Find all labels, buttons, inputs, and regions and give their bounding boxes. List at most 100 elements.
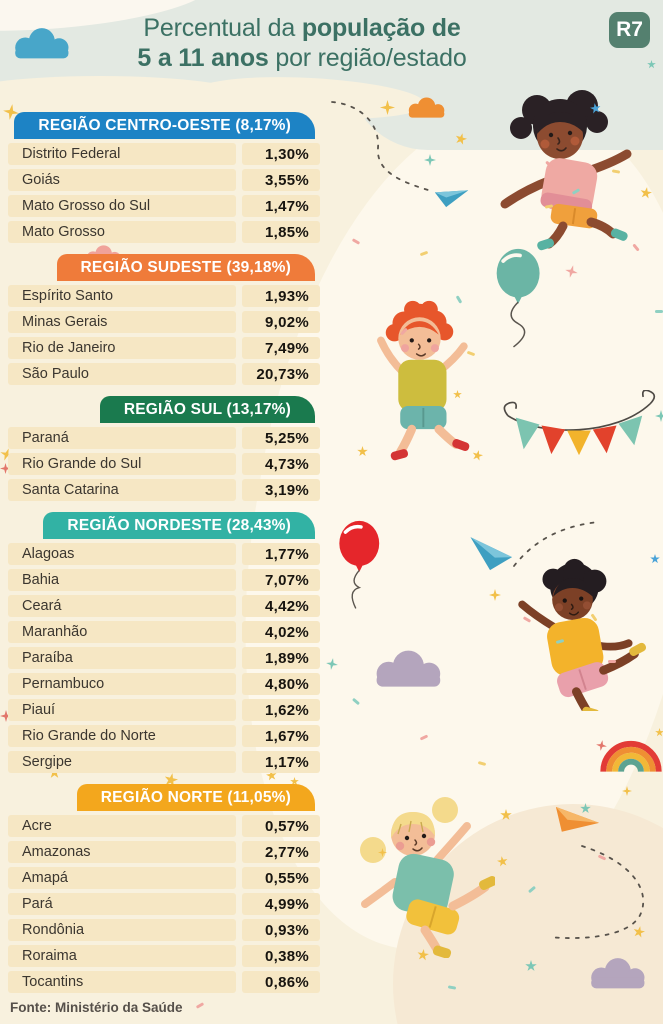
state-value-cell: 3,19%: [242, 479, 320, 501]
table-row: São Paulo 20,73%: [8, 363, 320, 385]
region-table: REGIÃO SUL (13,17%) Paraná 5,25% Rio Grande…: [8, 396, 320, 501]
table-row: Mato Grosso do Sul 1,47%: [8, 195, 320, 217]
state-name-cell: Pernambuco: [8, 673, 236, 695]
table-row: Amazonas 2,77%: [8, 841, 320, 863]
state-value-cell: 1,47%: [242, 195, 320, 217]
table-row: Ceará 4,42%: [8, 595, 320, 617]
state-name-cell: Acre: [8, 815, 236, 837]
state-value-cell: 1,85%: [242, 221, 320, 243]
state-value-cell: 2,77%: [242, 841, 320, 863]
title-line2-bold: 5 a 11 anos: [137, 44, 269, 72]
state-value-cell: 1,67%: [242, 725, 320, 747]
state-value-cell: 7,07%: [242, 569, 320, 591]
state-name-cell: Sergipe: [8, 751, 236, 773]
state-value-cell: 7,49%: [242, 337, 320, 359]
page-title: Percentual da população de 5 a 11 anos p…: [92, 13, 512, 73]
table-row: Piauí 1,62%: [8, 699, 320, 721]
state-value-cell: 20,73%: [242, 363, 320, 385]
state-name-cell: Paraná: [8, 427, 236, 449]
region-table: REGIÃO CENTRO-OESTE (8,17%) Distrito Fede…: [8, 112, 320, 243]
state-name-cell: Amazonas: [8, 841, 236, 863]
table-row: Mato Grosso 1,85%: [8, 221, 320, 243]
table-row: Roraima 0,38%: [8, 945, 320, 967]
state-name-cell: Piauí: [8, 699, 236, 721]
state-name-cell: Espírito Santo: [8, 285, 236, 307]
source-note: Fonte: Ministério da Saúde: [10, 1000, 183, 1015]
table-row: Rondônia 0,93%: [8, 919, 320, 941]
table-row: Acre 0,57%: [8, 815, 320, 837]
table-row: Alagoas 1,77%: [8, 543, 320, 565]
state-value-cell: 1,17%: [242, 751, 320, 773]
state-value-cell: 1,62%: [242, 699, 320, 721]
table-row: Minas Gerais 9,02%: [8, 311, 320, 333]
state-name-cell: Bahia: [8, 569, 236, 591]
table-row: Tocantins 0,86%: [8, 971, 320, 993]
table-row: Paraíba 1,89%: [8, 647, 320, 669]
state-name-cell: Goiás: [8, 169, 236, 191]
state-value-cell: 3,55%: [242, 169, 320, 191]
table-row: Rio Grande do Norte 1,67%: [8, 725, 320, 747]
state-value-cell: 0,93%: [242, 919, 320, 941]
region-header: REGIÃO NORDESTE (28,43%): [43, 512, 315, 539]
region-tables: REGIÃO CENTRO-OESTE (8,17%) Distrito Fede…: [8, 112, 320, 1004]
state-name-cell: Minas Gerais: [8, 311, 236, 333]
table-row: Goiás 3,55%: [8, 169, 320, 191]
region-table: REGIÃO NORTE (11,05%) Acre 0,57% Amazonas 2,…: [8, 784, 320, 993]
state-name-cell: Maranhão: [8, 621, 236, 643]
state-name-cell: Alagoas: [8, 543, 236, 565]
region-header: REGIÃO CENTRO-OESTE (8,17%): [14, 112, 315, 139]
state-name-cell: Pará: [8, 893, 236, 915]
table-row: Santa Catarina 3,19%: [8, 479, 320, 501]
state-value-cell: 1,77%: [242, 543, 320, 565]
state-name-cell: Paraíba: [8, 647, 236, 669]
state-value-cell: 0,86%: [242, 971, 320, 993]
title-line1-normal: Percentual da: [143, 14, 302, 42]
state-name-cell: Rio de Janeiro: [8, 337, 236, 359]
state-value-cell: 0,55%: [242, 867, 320, 889]
state-value-cell: 9,02%: [242, 311, 320, 333]
state-name-cell: Ceará: [8, 595, 236, 617]
state-value-cell: 4,73%: [242, 453, 320, 475]
state-name-cell: São Paulo: [8, 363, 236, 385]
star-icon: [655, 728, 663, 737]
r7-logo-text: R7: [616, 18, 643, 41]
table-row: Maranhão 4,02%: [8, 621, 320, 643]
table-row: Espírito Santo 1,93%: [8, 285, 320, 307]
state-name-cell: Rio Grande do Norte: [8, 725, 236, 747]
state-name-cell: Amapá: [8, 867, 236, 889]
state-name-cell: Mato Grosso do Sul: [8, 195, 236, 217]
region-table: REGIÃO NORDESTE (28,43%) Alagoas 1,77% Bahi…: [8, 512, 320, 773]
table-row: Pará 4,99%: [8, 893, 320, 915]
state-name-cell: Mato Grosso: [8, 221, 236, 243]
table-row: Rio Grande do Sul 4,73%: [8, 453, 320, 475]
state-value-cell: 4,02%: [242, 621, 320, 643]
r7-logo: R7: [609, 12, 650, 48]
state-name-cell: Tocantins: [8, 971, 236, 993]
state-value-cell: 0,38%: [242, 945, 320, 967]
state-value-cell: 1,89%: [242, 647, 320, 669]
state-value-cell: 1,30%: [242, 143, 320, 165]
state-name-cell: Santa Catarina: [8, 479, 236, 501]
region-header: REGIÃO SUL (13,17%): [99, 396, 315, 423]
state-name-cell: Rondônia: [8, 919, 236, 941]
title-line2-normal: por região/estado: [268, 44, 467, 72]
state-value-cell: 4,99%: [242, 893, 320, 915]
state-value-cell: 4,42%: [242, 595, 320, 617]
state-value-cell: 4,80%: [242, 673, 320, 695]
title-line1-bold: população de: [301, 14, 461, 42]
state-value-cell: 5,25%: [242, 427, 320, 449]
table-row: Sergipe 1,17%: [8, 751, 320, 773]
table-row: Paraná 5,25%: [8, 427, 320, 449]
state-name-cell: Roraima: [8, 945, 236, 967]
state-name-cell: Distrito Federal: [8, 143, 236, 165]
region-header: REGIÃO SUDESTE (39,18%): [56, 254, 315, 281]
region-header: REGIÃO NORTE (11,05%): [76, 784, 315, 811]
state-name-cell: Rio Grande do Sul: [8, 453, 236, 475]
state-value-cell: 0,57%: [242, 815, 320, 837]
table-row: Distrito Federal 1,30%: [8, 143, 320, 165]
region-table: REGIÃO SUDESTE (39,18%) Espírito Santo 1,9…: [8, 254, 320, 385]
table-row: Rio de Janeiro 7,49%: [8, 337, 320, 359]
table-row: Pernambuco 4,80%: [8, 673, 320, 695]
table-row: Bahia 7,07%: [8, 569, 320, 591]
